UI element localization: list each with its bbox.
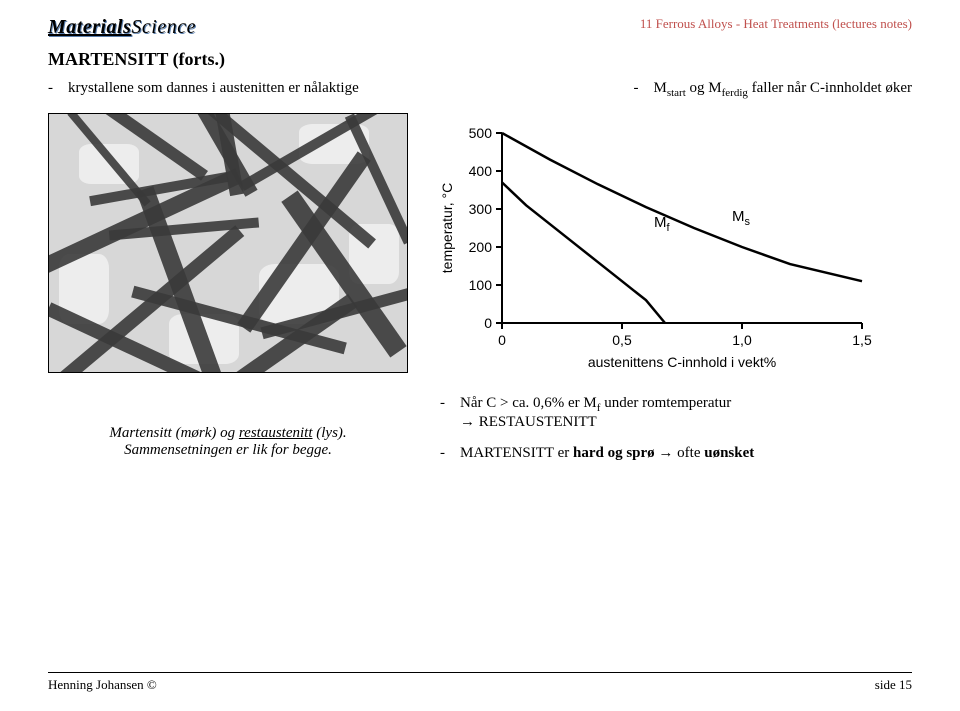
bullet-left: - krystallene som dannes i austenitten e… <box>48 80 359 99</box>
svg-text:1,0: 1,0 <box>732 332 752 348</box>
svg-text:500: 500 <box>469 125 493 141</box>
svg-text:1,5: 1,5 <box>852 332 872 348</box>
document-path: 11 Ferrous Alloys - Heat Treatments (lec… <box>640 16 912 32</box>
svg-text:0,5: 0,5 <box>612 332 632 348</box>
footer-author: Henning Johansen © <box>48 677 157 693</box>
svg-text:400: 400 <box>469 163 493 179</box>
page-title: MARTENSITT (forts.) <box>48 49 912 70</box>
svg-text:Ms: Ms <box>732 208 751 228</box>
svg-text:100: 100 <box>469 277 493 293</box>
bullet-right-text: Mstart og Mferdig faller når C-innholdet… <box>653 80 912 99</box>
svg-text:0: 0 <box>484 315 492 331</box>
bullet-right: - Mstart og Mferdig faller når C-innhold… <box>633 80 912 99</box>
bullet-left-text: krystallene som dannes i austenitten er … <box>68 80 359 99</box>
svg-text:200: 200 <box>469 239 493 255</box>
note-1: - Når C > ca. 0,6% er Mf under romtemper… <box>440 395 890 431</box>
brand-logo: MaterialsScience <box>48 16 196 39</box>
svg-text:temperatur, °C: temperatur, °C <box>439 183 455 273</box>
footer-page-number: side 15 <box>875 677 912 693</box>
page-footer: Henning Johansen © side 15 <box>48 672 912 693</box>
svg-text:austenittens C-innhold i vekt%: austenittens C-innhold i vekt% <box>588 354 776 370</box>
micrograph-caption: Martensitt (mørk) og restaustenitt (lys)… <box>48 395 408 468</box>
ms-mf-chart: 0 100 200 300 400 500 0 0, <box>432 113 882 373</box>
micrograph-image <box>48 113 408 373</box>
svg-text:300: 300 <box>469 201 493 217</box>
note-2: - MARTENSITT er hard og sprø → ofte uøns… <box>440 445 890 462</box>
svg-text:0: 0 <box>498 332 506 348</box>
